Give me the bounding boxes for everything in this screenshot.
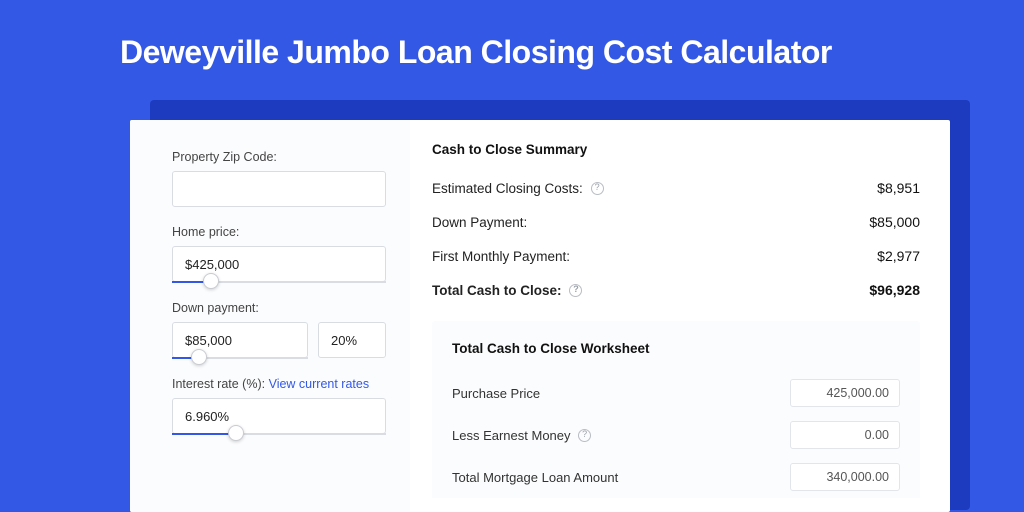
summary-row: First Monthly Payment: $2,977	[432, 239, 920, 273]
worksheet-row: Purchase Price	[452, 372, 900, 414]
home-price-slider-thumb[interactable]	[203, 273, 219, 289]
worksheet-row-input[interactable]	[790, 379, 900, 407]
summary-row-label: First Monthly Payment:	[432, 249, 570, 264]
worksheet-row-input[interactable]	[790, 421, 900, 449]
interest-field: Interest rate (%): View current rates	[172, 377, 386, 435]
page-title: Deweyville Jumbo Loan Closing Cost Calcu…	[0, 0, 1024, 71]
summary-title: Cash to Close Summary	[432, 142, 920, 157]
worksheet-panel: Total Cash to Close Worksheet Purchase P…	[432, 321, 920, 498]
interest-input[interactable]	[172, 398, 386, 434]
zip-field: Property Zip Code:	[172, 150, 386, 207]
summary-panel: Cash to Close Summary Estimated Closing …	[410, 120, 950, 512]
worksheet-row-label: Purchase Price	[452, 386, 540, 401]
interest-label: Interest rate (%): View current rates	[172, 377, 386, 391]
worksheet-row: Total Mortgage Loan Amount	[452, 456, 900, 498]
worksheet-row-label: Less Earnest Money	[452, 427, 591, 443]
interest-slider-thumb[interactable]	[228, 425, 244, 441]
summary-total-label: Total Cash to Close:	[432, 282, 582, 298]
down-payment-slider-thumb[interactable]	[191, 349, 207, 365]
view-rates-link[interactable]: View current rates	[269, 377, 370, 391]
summary-row-label-text: Estimated Closing Costs:	[432, 181, 583, 196]
down-payment-pct-input[interactable]	[318, 322, 386, 358]
summary-row-value: $2,977	[877, 248, 920, 264]
summary-total-value: $96,928	[869, 282, 920, 298]
home-price-slider[interactable]	[172, 281, 386, 283]
inputs-panel: Property Zip Code: Home price: Down paym…	[130, 120, 410, 512]
help-icon[interactable]	[591, 182, 604, 195]
home-price-range	[172, 246, 386, 283]
help-icon[interactable]	[578, 429, 591, 442]
summary-row-value: $85,000	[869, 214, 920, 230]
down-payment-range	[172, 322, 308, 359]
interest-range	[172, 398, 386, 435]
calculator-card: Property Zip Code: Home price: Down paym…	[130, 120, 950, 512]
worksheet-row-label-text: Less Earnest Money	[452, 428, 571, 443]
worksheet-row-label: Total Mortgage Loan Amount	[452, 470, 618, 485]
home-price-field: Home price:	[172, 225, 386, 283]
help-icon[interactable]	[569, 284, 582, 297]
interest-slider[interactable]	[172, 433, 386, 435]
worksheet-title: Total Cash to Close Worksheet	[452, 341, 900, 356]
home-price-label: Home price:	[172, 225, 386, 239]
worksheet-row: Less Earnest Money	[452, 414, 900, 456]
summary-row: Estimated Closing Costs: $8,951	[432, 171, 920, 205]
summary-total-label-text: Total Cash to Close:	[432, 283, 562, 298]
down-payment-field: Down payment:	[172, 301, 386, 359]
worksheet-row-input[interactable]	[790, 463, 900, 491]
summary-row: Down Payment: $85,000	[432, 205, 920, 239]
down-payment-slider[interactable]	[172, 357, 308, 359]
summary-row-value: $8,951	[877, 180, 920, 196]
zip-input[interactable]	[172, 171, 386, 207]
summary-row-label: Estimated Closing Costs:	[432, 180, 604, 196]
summary-row-label: Down Payment:	[432, 215, 527, 230]
interest-label-text: Interest rate (%):	[172, 377, 265, 391]
down-payment-label: Down payment:	[172, 301, 386, 315]
interest-slider-fill	[172, 433, 236, 435]
summary-total-row: Total Cash to Close: $96,928	[432, 273, 920, 307]
zip-label: Property Zip Code:	[172, 150, 386, 164]
